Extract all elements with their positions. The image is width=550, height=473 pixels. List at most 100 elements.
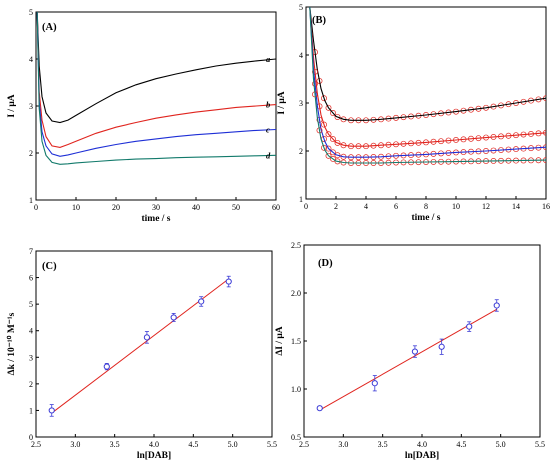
y-tick-label: 5 bbox=[29, 300, 33, 309]
data-point bbox=[466, 323, 473, 330]
x-tick-label: 4.0 bbox=[149, 440, 159, 449]
data-marker bbox=[334, 139, 341, 146]
y-axis-label: I / μA bbox=[277, 91, 287, 114]
x-axis-label: time / s bbox=[141, 214, 170, 224]
plot-area bbox=[316, 299, 500, 412]
panel-d: 2.5 3.0 3.5 4.0 4.5 5.0 5.5 0.5 1.0 1.5 2.0 2.5 ln[D… bbox=[275, 241, 545, 461]
x-tick-label: 4.5 bbox=[456, 440, 466, 449]
panel-a: 0 10 20 30 40 50 60 1 2 3 4 5 time / s I / μA (A) a b c d bbox=[7, 8, 280, 224]
data-marker bbox=[330, 149, 336, 156]
x-tick-label: 0 bbox=[304, 202, 308, 211]
x-tick-label: 50 bbox=[232, 203, 240, 212]
y-tick-label: 3 bbox=[29, 102, 33, 111]
x-tick-label: 5.5 bbox=[535, 440, 545, 449]
data-point bbox=[371, 380, 378, 387]
x-tick-label: 40 bbox=[192, 203, 200, 212]
y-tick-label: 4 bbox=[29, 327, 33, 336]
x-axis-label: ln[DAB] bbox=[137, 451, 171, 461]
series-label: d bbox=[266, 150, 271, 160]
data-marker bbox=[321, 121, 327, 128]
plot-frame bbox=[303, 244, 541, 438]
x-tick-label: 16 bbox=[542, 202, 550, 211]
x-tick-label: 14 bbox=[512, 202, 520, 211]
data-marker bbox=[334, 152, 341, 159]
data-point bbox=[170, 314, 177, 321]
x-tick-label: 8 bbox=[424, 202, 428, 211]
x-tick-label: 3.0 bbox=[70, 440, 80, 449]
y-tick-label: 2.5 bbox=[291, 241, 301, 250]
data-marker bbox=[325, 152, 332, 159]
series-label: c bbox=[266, 125, 270, 135]
data-point bbox=[411, 348, 419, 355]
series-line bbox=[309, 7, 546, 121]
y-tick-label: 5 bbox=[299, 3, 303, 12]
x-tick-label: 5.0 bbox=[228, 440, 238, 449]
y-tick-label: 2 bbox=[299, 147, 303, 156]
data-marker bbox=[321, 95, 327, 102]
plot-area bbox=[309, 7, 546, 166]
data-marker bbox=[330, 156, 336, 162]
series-line bbox=[309, 7, 546, 147]
x-tick-label: 5.0 bbox=[496, 440, 506, 449]
y-tick-label: 4 bbox=[29, 55, 33, 64]
y-tick-label: 2 bbox=[29, 380, 33, 389]
panel-label: (A) bbox=[42, 22, 57, 33]
series-line bbox=[36, 12, 276, 165]
y-tick-label: 3 bbox=[29, 353, 33, 362]
data-point bbox=[225, 278, 232, 285]
x-tick-label: 3.5 bbox=[110, 440, 120, 449]
data-point bbox=[316, 405, 323, 412]
y-tick-label: 0.5 bbox=[291, 433, 301, 442]
x-tick-label: 3.0 bbox=[338, 440, 348, 449]
data-marker bbox=[330, 110, 336, 116]
x-tick-label: 2.5 bbox=[31, 440, 41, 449]
y-tick-label: 1 bbox=[29, 406, 33, 415]
y-tick-label: 4 bbox=[299, 51, 303, 60]
y-tick-label: 5 bbox=[29, 8, 33, 17]
series-line bbox=[309, 7, 546, 164]
plot-frame bbox=[305, 6, 547, 200]
plot-frame bbox=[35, 250, 273, 438]
plot-area bbox=[48, 275, 232, 417]
data-point bbox=[493, 302, 500, 309]
y-tick-label: 1 bbox=[299, 195, 303, 204]
data-point bbox=[103, 363, 110, 370]
y-tick-label: 7 bbox=[29, 247, 33, 256]
y-tick-label: 6 bbox=[29, 274, 33, 283]
data-marker bbox=[325, 131, 332, 138]
y-tick-label: 0 bbox=[29, 433, 33, 442]
x-tick-label: 10 bbox=[72, 203, 80, 212]
series-line bbox=[36, 12, 276, 148]
y-tick-label: 1.5 bbox=[291, 337, 301, 346]
y-tick-label: 1.0 bbox=[291, 385, 301, 394]
panel-label: (B) bbox=[312, 15, 327, 26]
x-tick-label: 60 bbox=[272, 203, 280, 212]
data-marker bbox=[334, 114, 341, 120]
x-tick-label: 4.5 bbox=[188, 440, 198, 449]
x-tick-label: 5.5 bbox=[267, 440, 277, 449]
x-axis-label: time / s bbox=[411, 213, 440, 223]
series-label: b bbox=[266, 100, 270, 110]
data-point bbox=[198, 298, 205, 305]
x-tick-label: 4 bbox=[364, 202, 368, 211]
y-tick-label: 3 bbox=[299, 99, 303, 108]
series-line bbox=[309, 7, 546, 158]
y-axis-label: ΔI / μA bbox=[275, 326, 285, 355]
data-marker bbox=[325, 145, 332, 152]
series-line bbox=[36, 12, 276, 124]
x-tick-label: 2.5 bbox=[299, 440, 309, 449]
x-tick-label: 30 bbox=[152, 203, 160, 212]
x-tick-label: 0 bbox=[34, 203, 38, 212]
x-axis-label: ln[DAB] bbox=[405, 451, 439, 461]
data-marker bbox=[321, 144, 327, 151]
data-marker bbox=[325, 104, 332, 111]
y-tick-label: 2 bbox=[29, 149, 33, 158]
x-tick-label: 20 bbox=[112, 203, 120, 212]
data-point bbox=[143, 334, 151, 341]
x-tick-label: 4.0 bbox=[417, 440, 427, 449]
panel-label: (C) bbox=[42, 261, 57, 272]
data-marker bbox=[330, 136, 336, 143]
y-axis-label: Δk / 10⁻¹⁰ M⁻¹s bbox=[6, 312, 17, 375]
